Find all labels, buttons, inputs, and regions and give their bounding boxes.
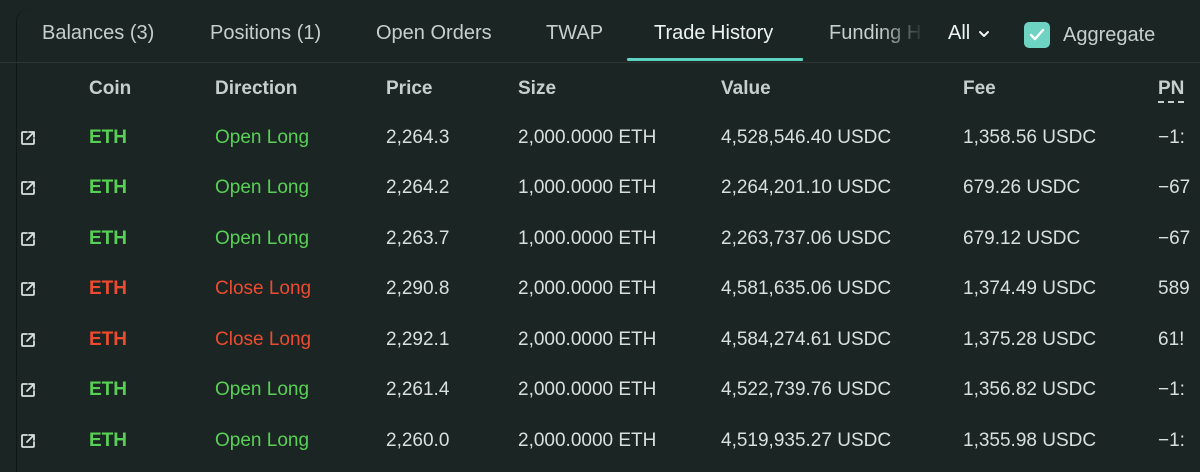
table-header: Coin Direction Price Size Value Fee PN [0, 62, 1200, 114]
direction-cell: Open Long [215, 430, 310, 451]
pnl-cell-clip: 61! [1158, 316, 1200, 366]
chevron-down-icon [979, 30, 990, 37]
fee-cell: 1,356.82 USDC [963, 379, 1097, 400]
pnl-cell-clip: −67 [1158, 215, 1200, 265]
external-link-icon[interactable] [19, 129, 37, 147]
table-row: ETH Open Long 2,264.2 1,000.0000 ETH 2,264,2… [0, 164, 1200, 214]
size-cell: 2,000.0000 ETH [518, 127, 657, 148]
column-header-pnl[interactable]: PN [1158, 78, 1185, 103]
external-link-icon[interactable] [19, 280, 37, 298]
value-cell: 2,263,737.06 USDC [721, 228, 892, 249]
coin-cell: ETH [89, 278, 127, 299]
column-header-coin[interactable]: Coin [89, 78, 132, 99]
column-header-price[interactable]: Price [386, 78, 433, 99]
pnl-cell-clip: −67 [1158, 164, 1200, 214]
price-cell: 2,264.3 [386, 127, 450, 148]
coin-cell: ETH [89, 127, 127, 148]
coin-cell: ETH [89, 329, 127, 350]
coin-cell: ETH [89, 430, 127, 451]
fee-cell: 679.12 USDC [963, 228, 1081, 249]
value-cell: 4,519,935.27 USDC [721, 430, 892, 451]
direction-cell: Open Long [215, 127, 310, 148]
coin-cell: ETH [89, 177, 127, 198]
price-cell: 2,260.0 [386, 430, 450, 451]
direction-cell: Open Long [215, 177, 310, 198]
column-header-direction[interactable]: Direction [215, 78, 298, 99]
column-header-size[interactable]: Size [518, 78, 557, 99]
external-link-icon[interactable] [19, 432, 37, 450]
fee-cell: 679.26 USDC [963, 177, 1081, 198]
table-row: ETH Open Long 2,261.4 2,000.0000 ETH 4,522,7… [0, 366, 1200, 416]
pnl-cell: 61! [1158, 329, 1185, 350]
tab-balances[interactable]: Balances (3) [42, 22, 155, 44]
coin-cell: ETH [89, 228, 127, 249]
direction-cell: Close Long [215, 278, 312, 299]
fee-cell: 1,374.49 USDC [963, 278, 1097, 299]
size-cell: 2,000.0000 ETH [518, 430, 657, 451]
tab-twap[interactable]: TWAP [546, 22, 604, 44]
size-cell: 2,000.0000 ETH [518, 278, 657, 299]
pnl-cell: 589 [1158, 278, 1190, 299]
price-cell: 2,264.2 [386, 177, 450, 198]
table-row: ETH Close Long 2,290.8 2,000.0000 ETH 4,581,… [0, 265, 1200, 315]
pnl-cell: −1: [1158, 430, 1185, 451]
external-link-icon[interactable] [19, 179, 37, 197]
value-cell: 4,528,546.40 USDC [721, 127, 892, 148]
tab-overflow-fade [880, 16, 936, 56]
aggregate-checkbox[interactable] [1024, 22, 1050, 48]
pnl-cell: −1: [1158, 379, 1185, 400]
size-cell: 1,000.0000 ETH [518, 177, 657, 198]
check-icon [1029, 28, 1045, 41]
fee-cell: 1,355.98 USDC [963, 430, 1097, 451]
price-cell: 2,263.7 [386, 228, 450, 249]
tab-open-orders[interactable]: Open Orders [376, 22, 492, 44]
fee-cell: 1,375.28 USDC [963, 329, 1097, 350]
aggregate-label: Aggregate [1063, 24, 1156, 46]
coin-filter-select[interactable]: All [948, 22, 990, 45]
tab-bar: Balances (3) Positions (1) Open Orders T… [0, 0, 1200, 63]
value-cell: 4,522,739.76 USDC [721, 379, 892, 400]
price-cell: 2,290.8 [386, 278, 450, 299]
active-tab-indicator [627, 58, 803, 61]
pnl-cell-clip: 589 [1158, 265, 1200, 315]
fee-cell: 1,358.56 USDC [963, 127, 1097, 148]
value-cell: 2,264,201.10 USDC [721, 177, 892, 198]
direction-cell: Close Long [215, 329, 312, 350]
table-row: ETH Open Long 2,263.7 1,000.0000 ETH 2,263,7… [0, 215, 1200, 265]
external-link-icon[interactable] [19, 331, 37, 349]
table-row: ETH Open Long 2,264.3 2,000.0000 ETH 4,528,5… [0, 114, 1200, 164]
pnl-cell: −1: [1158, 127, 1185, 148]
direction-cell: Open Long [215, 379, 310, 400]
tab-trade-history[interactable]: Trade History [654, 22, 774, 44]
direction-cell: Open Long [215, 228, 310, 249]
pnl-cell-clip: −1: [1158, 417, 1200, 467]
pnl-cell-clip: −1: [1158, 114, 1200, 164]
external-link-icon[interactable] [19, 230, 37, 248]
pnl-cell: −67 [1158, 228, 1191, 249]
column-header-value[interactable]: Value [721, 78, 771, 99]
size-cell: 2,000.0000 ETH [518, 329, 657, 350]
size-cell: 1,000.0000 ETH [518, 228, 657, 249]
value-cell: 4,581,635.06 USDC [721, 278, 892, 299]
tab-positions[interactable]: Positions (1) [210, 22, 322, 44]
column-header-fee[interactable]: Fee [963, 78, 996, 99]
price-cell: 2,261.4 [386, 379, 450, 400]
panel-frame [16, 8, 1185, 472]
pnl-cell: −67 [1158, 177, 1191, 198]
table-row: ETH Open Long 2,260.0 2,000.0000 ETH 4,519,9… [0, 417, 1200, 467]
external-link-icon[interactable] [19, 381, 37, 399]
table-row: ETH Close Long 2,292.1 2,000.0000 ETH 4,584,… [0, 316, 1200, 366]
value-cell: 4,584,274.61 USDC [721, 329, 892, 350]
coin-cell: ETH [89, 379, 127, 400]
price-cell: 2,292.1 [386, 329, 450, 350]
pnl-cell-clip: −1: [1158, 366, 1200, 416]
coin-filter-value: All [948, 22, 971, 44]
size-cell: 2,000.0000 ETH [518, 379, 657, 400]
